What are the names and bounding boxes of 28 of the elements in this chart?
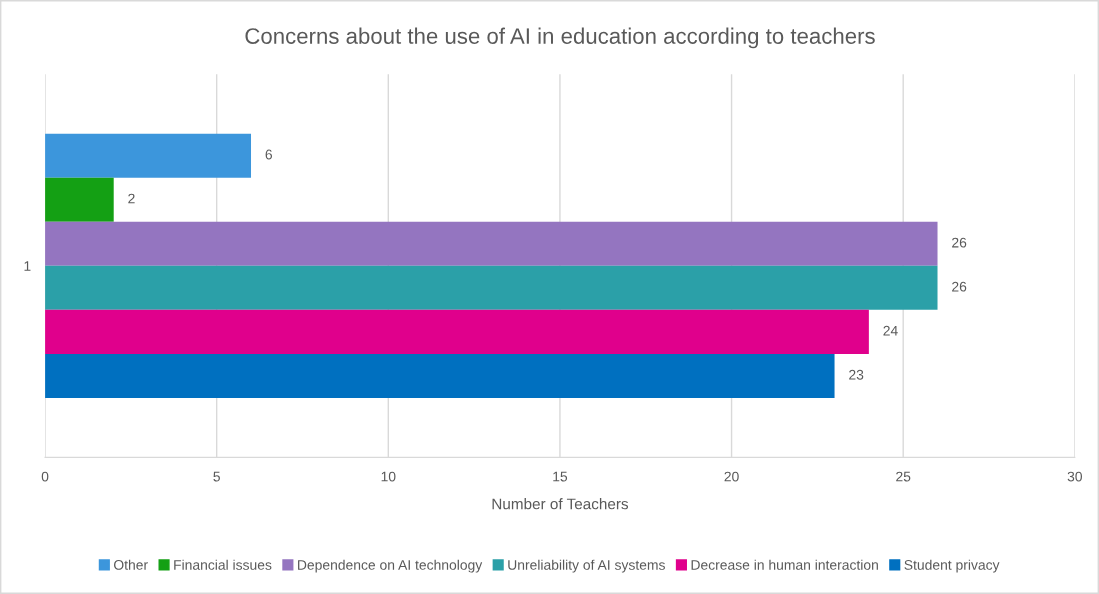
legend-label: Other (114, 559, 148, 570)
x-tick-label: 30 (1067, 471, 1082, 482)
data-label: 23 (849, 369, 864, 380)
x-axis-title: Number of Teachers (492, 498, 629, 510)
x-tick-label: 10 (381, 471, 396, 482)
data-label: 6 (265, 149, 273, 160)
y-tick-label: 1 (24, 261, 31, 271)
bar (45, 221, 938, 266)
legend-label: Dependence on AI technology (298, 559, 483, 573)
data-label: 26 (952, 237, 967, 248)
legend-label: Student privacy (904, 559, 1000, 573)
legend-label: Financial issues (174, 559, 272, 570)
data-label: 26 (952, 281, 967, 292)
legend-label: Unreliability of AI systems (508, 559, 665, 573)
x-tick-label: 15 (553, 471, 568, 482)
bar (45, 265, 938, 310)
data-label: 24 (883, 325, 898, 336)
x-tick-label: 20 (724, 471, 739, 482)
x-tick-label: 25 (896, 471, 911, 482)
data-label: 2 (128, 193, 135, 204)
bar (45, 309, 869, 354)
bar (45, 353, 835, 398)
x-tick-label: 5 (213, 471, 220, 482)
x-tick-label: 0 (41, 471, 49, 482)
bar (45, 133, 252, 178)
legend-label: Decrease in human interaction (691, 559, 878, 570)
chart-title: Concerns about the use of AI in education according to teachers (245, 27, 875, 49)
bar (45, 177, 114, 222)
